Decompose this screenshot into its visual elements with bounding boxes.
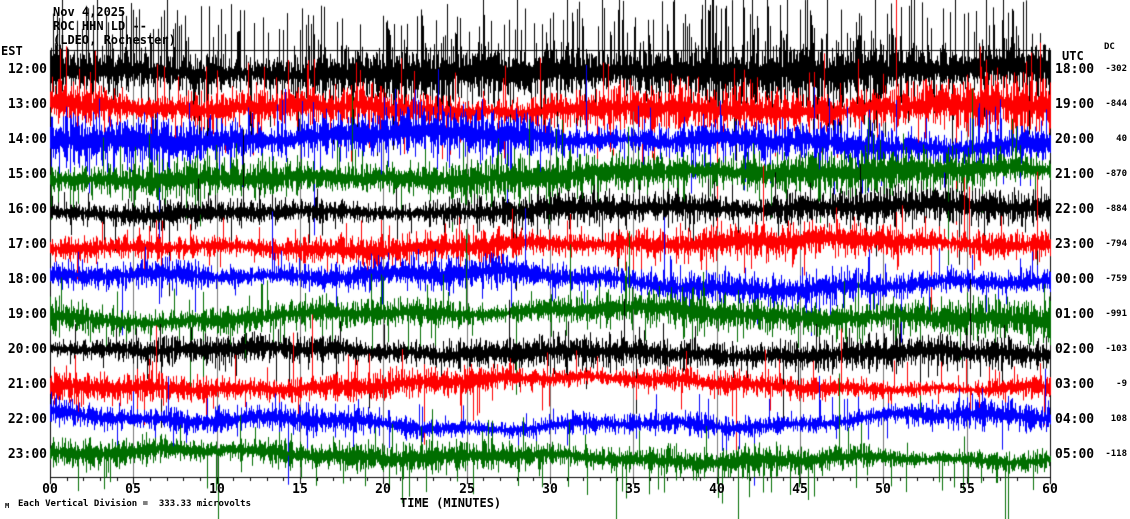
x-tick-label: 60: [1042, 482, 1058, 497]
dc-value: -103: [1105, 344, 1127, 354]
utc-time-label: 19:00: [1055, 97, 1095, 112]
x-tick-label: 45: [792, 482, 808, 497]
dc-value: -759: [1105, 274, 1127, 284]
x-tick-label: 20: [375, 482, 391, 497]
est-axis-label: EST: [1, 44, 23, 58]
dc-value: -991: [1105, 309, 1127, 319]
dc-value: -302: [1105, 64, 1127, 74]
x-tick-label: 15: [292, 482, 308, 497]
dc-value: -9: [1116, 379, 1127, 389]
utc-time-label: 00:00: [1055, 272, 1095, 287]
x-tick-label: 00: [42, 482, 58, 497]
est-time-label: 23:00: [7, 447, 47, 462]
utc-time-label: 02:00: [1055, 342, 1095, 357]
dc-value: -118: [1105, 449, 1127, 459]
scale-note: Each Vertical Division = 333.33 microvol…: [18, 499, 251, 509]
dc-value: -870: [1105, 169, 1127, 179]
est-time-label: 12:00: [7, 62, 47, 77]
dc-value: -844: [1105, 99, 1127, 109]
x-tick-label: 10: [209, 482, 225, 497]
x-tick-label: 35: [625, 482, 641, 497]
utc-time-label: 21:00: [1055, 167, 1095, 182]
utc-time-label: 23:00: [1055, 237, 1095, 252]
station-code-label: ROC HHN LD --: [53, 19, 147, 33]
x-axis-title: TIME (MINUTES): [400, 496, 502, 510]
x-tick-label: 55: [959, 482, 975, 497]
est-time-label: 21:00: [7, 377, 47, 392]
x-tick-label: 30: [542, 482, 558, 497]
est-time-label: 18:00: [7, 272, 47, 287]
est-time-label: 22:00: [7, 412, 47, 427]
dc-column-label: DC: [1104, 42, 1115, 52]
est-time-label: 20:00: [7, 342, 47, 357]
station-name-label: (LDEO, Rochester): [53, 33, 176, 47]
dc-value: 40: [1116, 134, 1127, 144]
x-tick-label: 25: [459, 482, 475, 497]
dc-value: -884: [1105, 204, 1127, 214]
est-time-label: 14:00: [7, 132, 47, 147]
x-tick-label: 40: [709, 482, 725, 497]
est-time-label: 13:00: [7, 97, 47, 112]
utc-time-label: 18:00: [1055, 62, 1095, 77]
est-time-label: 17:00: [7, 237, 47, 252]
est-time-label: 19:00: [7, 307, 47, 322]
logo-mark: M: [5, 502, 10, 510]
utc-time-label: 05:00: [1055, 447, 1095, 462]
est-time-label: 16:00: [7, 202, 47, 217]
utc-time-label: 20:00: [1055, 132, 1095, 147]
x-tick-label: 50: [875, 482, 891, 497]
utc-time-label: 03:00: [1055, 377, 1095, 392]
utc-time-label: 22:00: [1055, 202, 1095, 217]
utc-axis-label: UTC: [1062, 49, 1084, 63]
x-tick-label: 05: [125, 482, 141, 497]
utc-time-label: 01:00: [1055, 307, 1095, 322]
est-time-label: 15:00: [7, 167, 47, 182]
dc-value: 108: [1110, 414, 1127, 424]
dc-value: -794: [1105, 239, 1127, 249]
utc-time-label: 04:00: [1055, 412, 1095, 427]
date-label: Nov 4,2025: [53, 5, 126, 19]
